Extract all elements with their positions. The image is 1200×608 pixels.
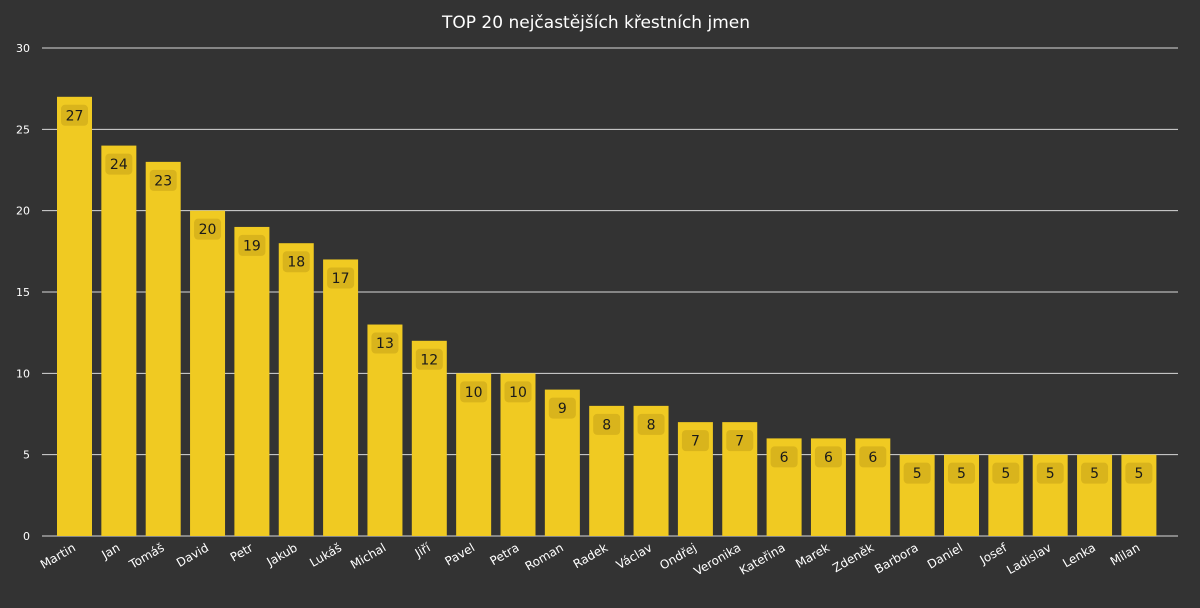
- data-label: 20: [199, 222, 217, 238]
- data-label: 18: [287, 255, 305, 271]
- data-label: 23: [154, 173, 172, 189]
- data-label: 5: [957, 466, 966, 482]
- data-label: 9: [558, 401, 567, 417]
- data-label: 6: [868, 450, 877, 466]
- data-label-box: [681, 430, 709, 452]
- data-label: 5: [1134, 466, 1143, 482]
- bar: [323, 259, 359, 536]
- bar: [145, 161, 181, 536]
- data-label: 7: [735, 434, 744, 450]
- data-labels: 27 24 23 20 19 18 17 13 12 10 10 9 8 8 7 7 6 6 6 5 5 5 5 5 5: [61, 104, 1153, 484]
- data-label: 6: [824, 450, 833, 466]
- bar: [411, 340, 447, 536]
- data-label-box: [504, 381, 532, 403]
- data-label-box: [105, 153, 133, 175]
- data-label: 12: [420, 352, 438, 368]
- data-label: 5: [1046, 466, 1055, 482]
- data-label-box: [992, 462, 1020, 484]
- data-label-box: [1081, 462, 1109, 484]
- data-label: 17: [332, 271, 350, 287]
- data-label-box: [637, 413, 665, 435]
- data-label: 7: [691, 434, 700, 450]
- data-label-box: [61, 104, 88, 126]
- y-tick-label: 20: [16, 205, 30, 218]
- data-label: 24: [110, 157, 128, 173]
- data-label-box: [282, 251, 310, 273]
- data-label-box: [149, 169, 177, 191]
- data-label: 5: [1001, 466, 1010, 482]
- data-label-box: [415, 348, 443, 370]
- bar: [367, 324, 403, 536]
- bar: [278, 243, 314, 536]
- data-label-box: [1036, 462, 1064, 484]
- data-label-box: [814, 446, 842, 468]
- data-label: 5: [1090, 466, 1099, 482]
- bar: [101, 145, 137, 536]
- y-tick-label: 30: [16, 42, 30, 55]
- data-label-box: [548, 397, 576, 419]
- data-label-box: [948, 462, 975, 484]
- data-label-box: [593, 413, 621, 435]
- data-label: 8: [602, 417, 611, 433]
- data-label-box: [770, 446, 798, 468]
- data-label: 10: [465, 385, 483, 401]
- y-tick-label: 5: [23, 449, 30, 462]
- data-label: 5: [913, 466, 922, 482]
- y-tick-label: 0: [23, 530, 30, 543]
- data-label: 10: [509, 385, 527, 401]
- data-label: 27: [66, 108, 84, 124]
- data-label-box: [859, 446, 887, 468]
- data-label: 19: [243, 238, 261, 254]
- data-label-box: [238, 234, 266, 256]
- bar: [234, 226, 270, 536]
- y-tick-label: 15: [16, 286, 30, 299]
- data-label-box: [194, 218, 222, 240]
- data-label: 6: [780, 450, 789, 466]
- data-label: 13: [376, 336, 394, 352]
- bar: [190, 210, 226, 536]
- data-label-box: [327, 267, 355, 289]
- data-label-box: [371, 332, 399, 354]
- data-label-box: [903, 462, 931, 484]
- data-label: 8: [647, 417, 656, 433]
- data-label-box: [726, 430, 754, 452]
- data-label-box: [1125, 462, 1153, 484]
- chart-title: TOP 20 nejčastějších křestních jmen: [441, 13, 750, 33]
- bar: [57, 96, 92, 537]
- y-tick-label: 10: [16, 367, 30, 380]
- y-axis-ticks: 0 5 10 15 20 25 30: [16, 42, 30, 543]
- data-label-box: [460, 381, 488, 403]
- y-tick-label: 25: [16, 123, 30, 136]
